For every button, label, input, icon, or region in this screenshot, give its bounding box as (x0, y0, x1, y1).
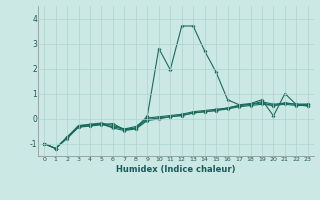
X-axis label: Humidex (Indice chaleur): Humidex (Indice chaleur) (116, 165, 236, 174)
